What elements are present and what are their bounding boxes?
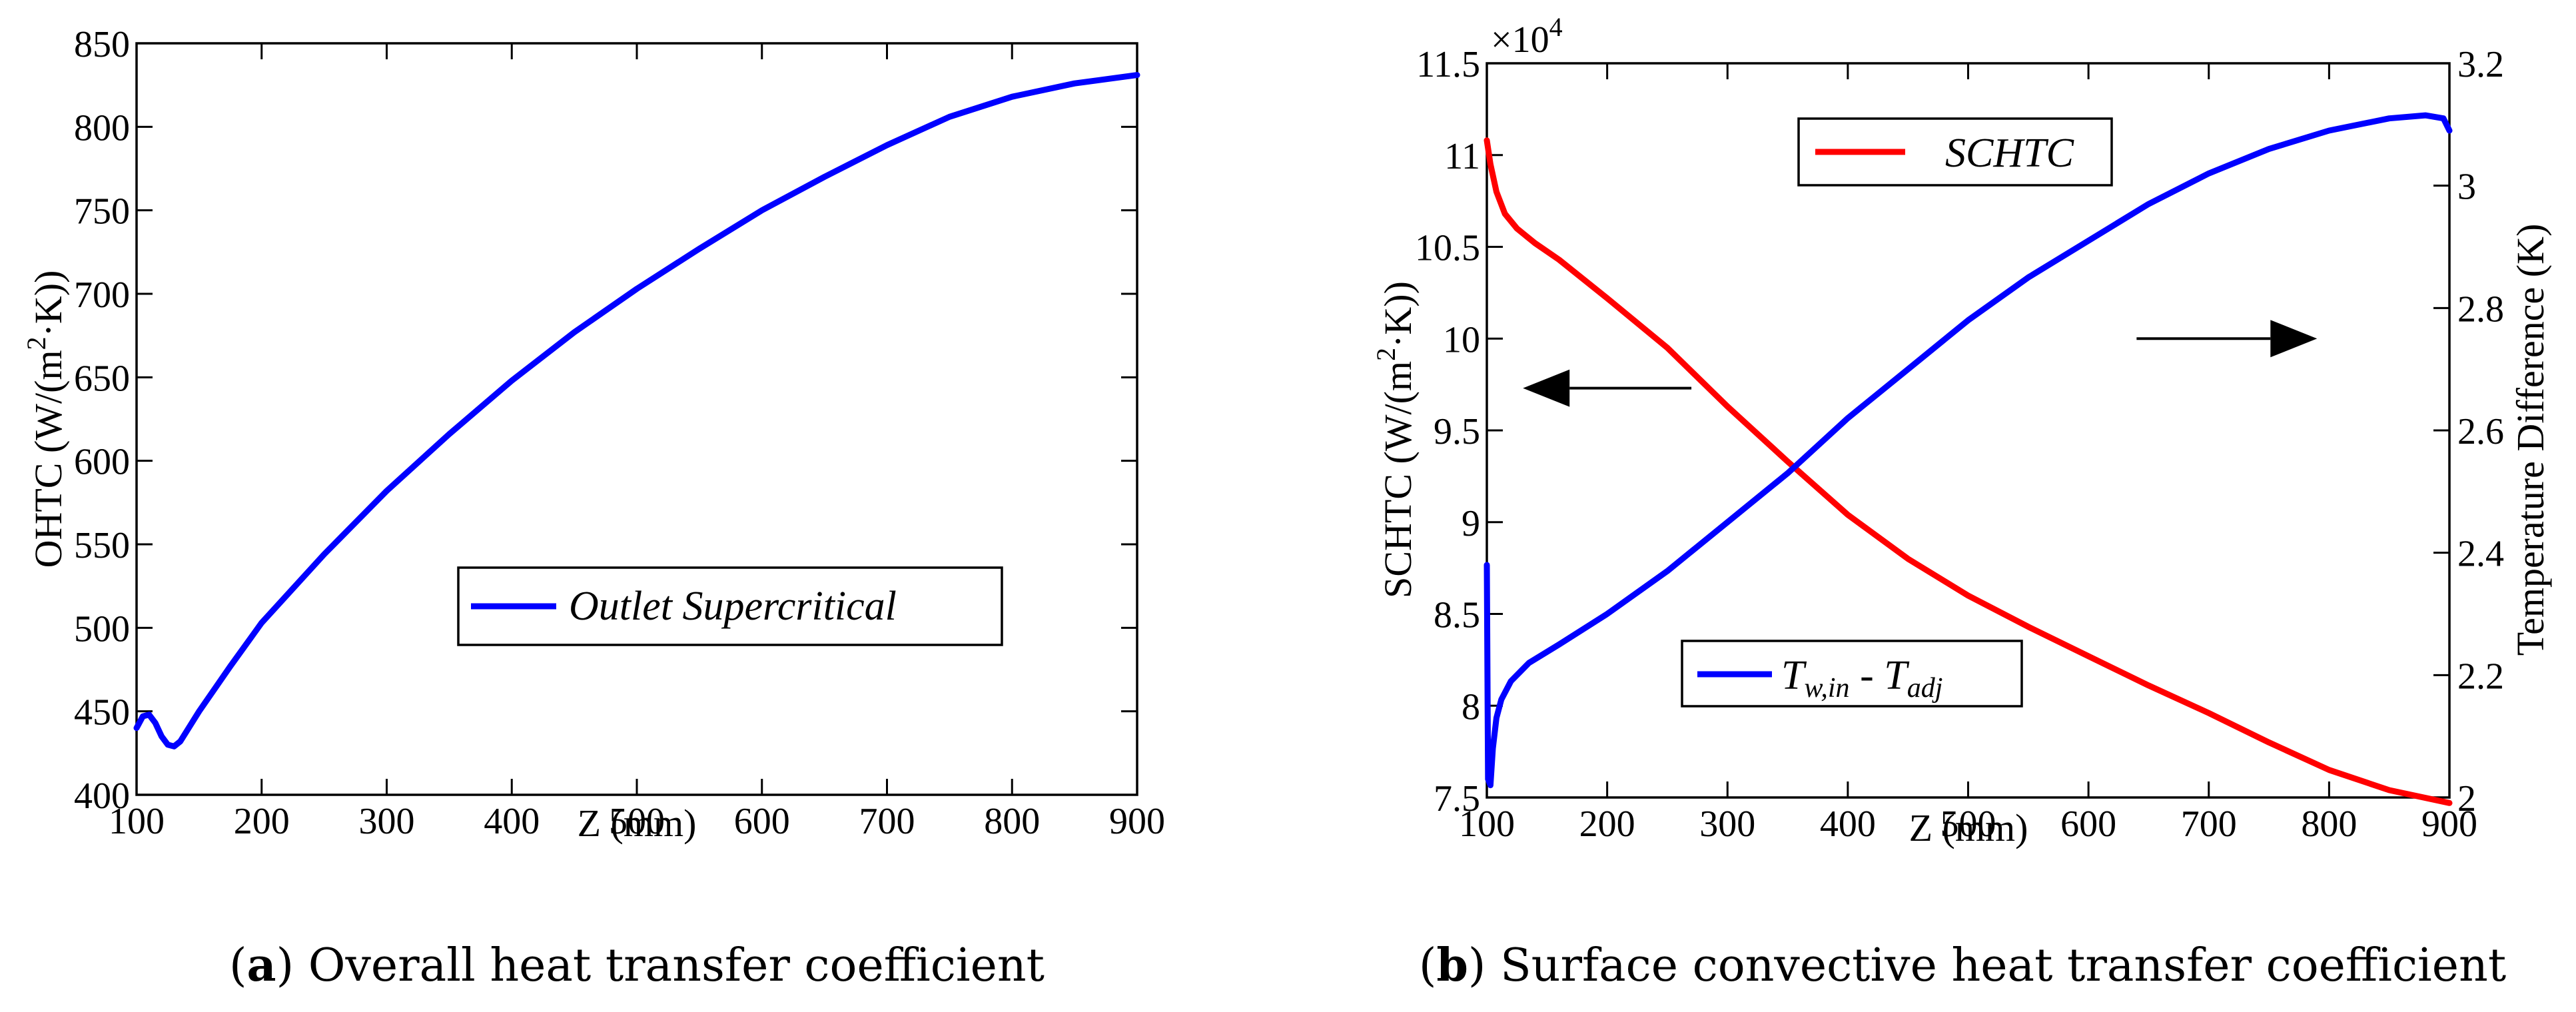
chart-b-x-axis-label: Z (mm) [1909,806,2028,849]
a-y-tick-label: 550 [74,525,130,566]
b-y-tick-label: 9.5 [1434,411,1480,452]
chart-a-x-tick-labels: 100 200 300 400 500 600 700 800 900 [109,801,1165,842]
chart-a: 100 200 300 400 500 600 700 800 900 400 450 500 550… [21,24,1165,992]
a-x-tick-label: 500 [609,801,665,842]
b-y-right-tick-label: 3 [2457,167,2476,208]
b-x-tick-label: 400 [1820,803,1876,845]
chart-b-legend-schtc: SCHTC [1797,117,2113,187]
b-y-tick-label: 10 [1443,319,1480,360]
b-y-tick-label: 11 [1444,136,1480,177]
b-y-right-tick-label: 3.2 [2457,44,2504,85]
a-y-tick-label: 700 [74,274,130,316]
chart-a-legend: Outlet Supercritical [457,566,1003,646]
b-y-right-tick-label: 2.4 [2457,534,2504,575]
a-y-tick-label: 600 [74,442,130,483]
chart-b-y-scale-factor: ×104 [1491,12,1563,61]
chart-a-plot-frame [135,42,1138,796]
a-x-tick-label: 100 [109,801,165,842]
a-y-tick-label: 400 [74,775,130,817]
a-y-tick-label: 750 [74,191,130,233]
chart-b-x-tick-labels: 100 200 300 400 500 600 700 800 900 [1459,803,2477,845]
b-x-tick-label: 300 [1699,803,1755,845]
a-x-tick-label: 200 [234,801,290,842]
chart-b-arrows [1523,320,2318,407]
a-y-tick-label: 500 [74,608,130,650]
chart-a-y-tick-labels: 400 450 500 550 600 650 700 750 800 850 [74,24,130,817]
chart-b-legend-temperature: Tw,in - Tadj [1681,640,2023,708]
b-x-tick-label: 700 [2181,803,2237,845]
b-y-right-tick-label: 2.2 [2457,656,2504,697]
chart-b-legend-schtc-label: SCHTC [1945,131,2074,176]
chart-b: 100 200 300 400 500 600 700 800 900 7.5 8 8.5 9 9.5 1… [1371,12,2552,992]
b-arrow-right-head [2270,320,2318,358]
b-y-tick-label: 7.5 [1434,778,1480,819]
chart-a-legend-label: Outlet Supercritical [569,584,897,629]
b-x-tick-label: 100 [1459,803,1515,845]
chart-a-series-outlet-supercritical-line [133,72,1140,750]
b-y-right-tick-label: 2.8 [2457,288,2504,330]
chart-b-y-tick-labels: 7.5 8 8.5 9 9.5 10 10.5 11 11.5 [1415,44,1480,819]
chart-b-caption: (b) Surface convective heat transfer coe… [1419,939,2506,992]
a-y-tick-label: 650 [74,358,130,399]
a-x-tick-label: 600 [734,801,790,842]
a-y-tick-label: 450 [74,692,130,734]
chart-a-caption: (a) Overall heat transfer coefficient [229,939,1045,992]
chart-b-series-temperature-difference-line [1484,112,2453,789]
a-y-tick-label: 800 [74,107,130,149]
b-y-right-tick-label: 2.6 [2457,411,2504,452]
b-y-tick-label: 8.5 [1434,595,1480,636]
chart-b-series-schtc-line [1484,137,2453,806]
chart-a-y-axis-label: OHTC (W/(m2·K)) [21,270,70,568]
b-x-tick-label: 900 [2421,803,2477,845]
chart-b-y-right-tick-labels: 2 2.2 2.4 2.6 2.8 3 3.2 [2457,44,2504,819]
a-x-tick-label: 700 [859,801,915,842]
b-y-tick-label: 9 [1462,503,1480,544]
chart-a-x-axis-label: Z (mm) [578,801,697,845]
chart-b-legend-temperature-label: Tw,in - Tadj [1781,653,1942,704]
b-y-tick-label: 10.5 [1415,228,1480,269]
chart-a-ticks [135,42,1138,796]
a-x-tick-label: 400 [484,801,540,842]
a-x-tick-label: 800 [984,801,1040,842]
b-y-tick-label: 11.5 [1416,44,1480,85]
b-x-tick-label: 200 [1579,803,1635,845]
a-x-tick-label: 300 [359,801,415,842]
a-x-tick-label: 900 [1109,801,1165,842]
b-y-tick-label: 8 [1462,686,1480,728]
a-y-tick-label: 850 [74,24,130,65]
b-x-tick-label: 800 [2301,803,2357,845]
chart-b-y-axis-label: SCHTC (W/(m2·K)) [1371,281,1420,598]
chart-b-y-right-axis-label: Temperature Difference (K) [2509,224,2552,656]
b-arrow-left-head [1523,369,1570,407]
b-x-tick-label: 500 [1940,803,1996,845]
b-y-right-tick-label: 2 [2457,778,2476,819]
b-x-tick-label: 600 [2060,803,2116,845]
